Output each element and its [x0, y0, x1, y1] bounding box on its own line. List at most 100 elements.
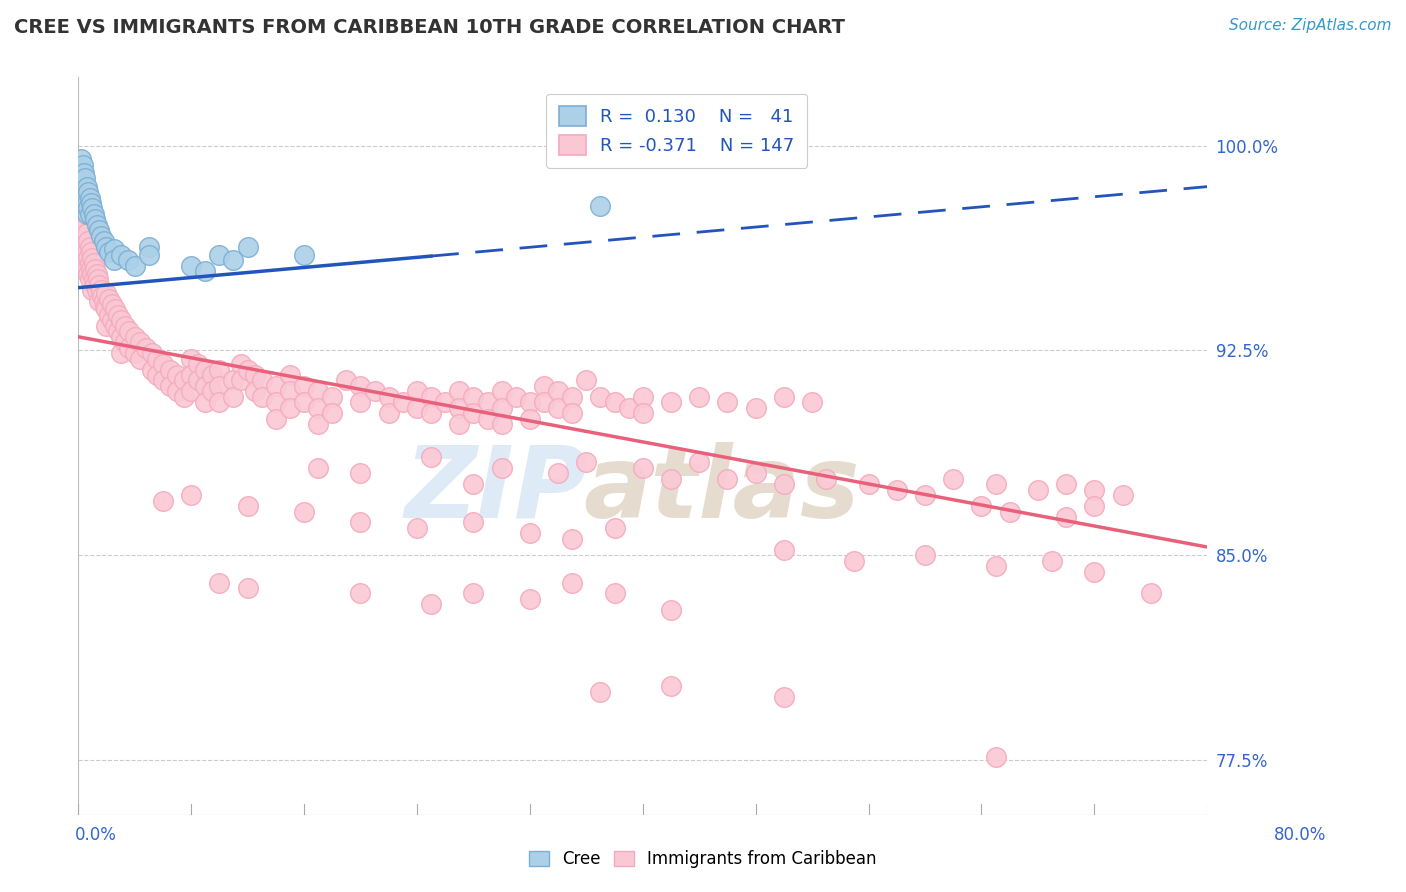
Point: [75, 220, 97, 235]
Point: [77, 234, 100, 248]
Point: [208, 248, 231, 262]
Point: [349, 586, 371, 600]
Point: [90, 228, 112, 243]
Point: [463, 477, 485, 491]
Point: [77, 202, 100, 216]
Point: [180, 351, 202, 366]
Point: [449, 417, 471, 432]
Point: [146, 368, 169, 382]
Point: [477, 411, 499, 425]
Point: [250, 390, 273, 404]
Text: 0.0%: 0.0%: [75, 826, 117, 844]
Point: [98, 308, 121, 322]
Point: [79, 240, 101, 254]
Point: [561, 390, 583, 404]
Point: [519, 591, 541, 606]
Point: [688, 455, 710, 469]
Point: [152, 493, 174, 508]
Point: [75, 240, 97, 254]
Point: [491, 401, 513, 415]
Point: [104, 318, 127, 333]
Point: [519, 526, 541, 541]
Point: [335, 374, 357, 388]
Point: [129, 351, 152, 366]
Point: [970, 499, 993, 513]
Point: [349, 516, 371, 530]
Point: [589, 684, 612, 698]
Point: [110, 313, 132, 327]
Point: [914, 488, 936, 502]
Point: [110, 330, 132, 344]
Point: [83, 207, 105, 221]
Point: [124, 259, 146, 273]
Point: [96, 286, 118, 301]
Point: [173, 374, 195, 388]
Point: [491, 417, 513, 432]
Point: [90, 284, 112, 298]
Point: [86, 284, 108, 298]
Point: [77, 185, 100, 199]
Point: [93, 294, 115, 309]
Point: [201, 368, 224, 382]
Point: [1054, 510, 1077, 524]
Point: [307, 460, 329, 475]
Point: [83, 256, 105, 270]
Point: [463, 406, 485, 420]
Point: [434, 395, 457, 409]
Point: [208, 379, 231, 393]
Point: [94, 300, 117, 314]
Point: [180, 488, 202, 502]
Point: [942, 472, 965, 486]
Point: [208, 575, 231, 590]
Point: [392, 395, 415, 409]
Point: [89, 223, 111, 237]
Point: [716, 395, 738, 409]
Point: [75, 202, 97, 216]
Point: [519, 395, 541, 409]
Point: [278, 384, 301, 399]
Point: [201, 384, 224, 399]
Point: [744, 467, 766, 481]
Point: [844, 554, 866, 568]
Point: [72, 158, 94, 172]
Legend: Cree, Immigrants from Caribbean: Cree, Immigrants from Caribbean: [523, 844, 883, 875]
Point: [72, 226, 94, 240]
Point: [208, 395, 231, 409]
Point: [250, 374, 273, 388]
Point: [463, 516, 485, 530]
Point: [589, 199, 612, 213]
Point: [98, 292, 121, 306]
Point: [82, 267, 104, 281]
Point: [76, 261, 98, 276]
Point: [187, 374, 209, 388]
Point: [76, 196, 98, 211]
Point: [104, 302, 127, 317]
Point: [101, 313, 124, 327]
Point: [103, 253, 125, 268]
Point: [110, 248, 132, 262]
Point: [278, 368, 301, 382]
Point: [772, 390, 794, 404]
Point: [533, 395, 555, 409]
Point: [236, 240, 259, 254]
Point: [307, 417, 329, 432]
Point: [180, 368, 202, 382]
Point: [420, 450, 443, 464]
Point: [98, 245, 121, 260]
Point: [1083, 499, 1105, 513]
Point: [118, 341, 141, 355]
Point: [264, 379, 287, 393]
Point: [73, 166, 96, 180]
Text: CREE VS IMMIGRANTS FROM CARIBBEAN 10TH GRADE CORRELATION CHART: CREE VS IMMIGRANTS FROM CARIBBEAN 10TH G…: [14, 18, 845, 37]
Point: [547, 384, 569, 399]
Point: [1026, 483, 1049, 497]
Point: [278, 401, 301, 415]
Point: [377, 406, 399, 420]
Point: [603, 395, 626, 409]
Point: [561, 406, 583, 420]
Point: [194, 395, 217, 409]
Point: [114, 318, 136, 333]
Point: [180, 259, 202, 273]
Point: [208, 362, 231, 376]
Point: [243, 368, 266, 382]
